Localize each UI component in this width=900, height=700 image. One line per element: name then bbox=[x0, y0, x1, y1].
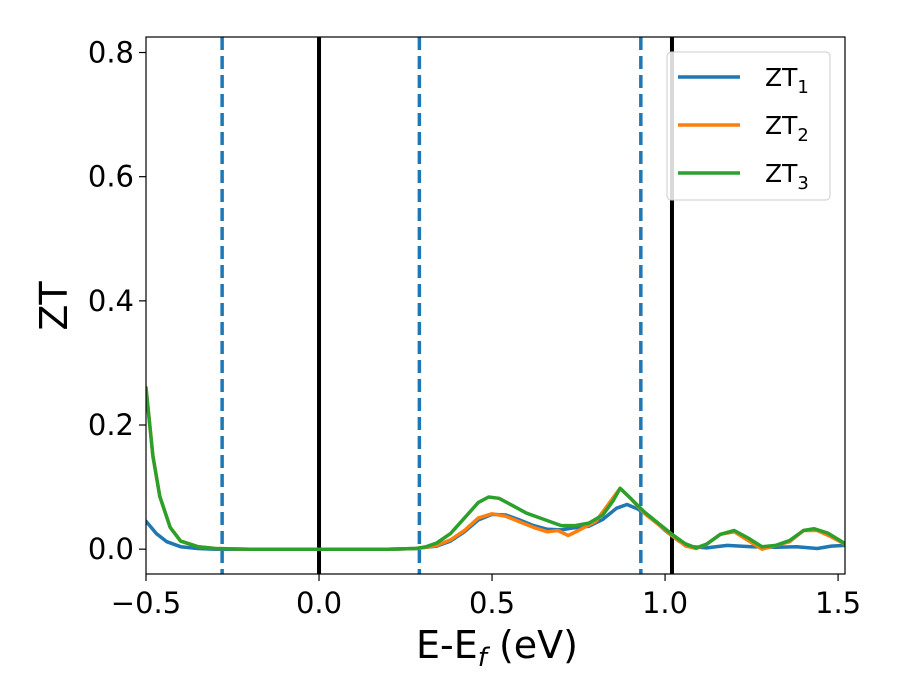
x-tick-label: 0.5 bbox=[469, 586, 515, 620]
legend-label-zt1: ZT1 bbox=[765, 63, 809, 98]
plot-frame bbox=[145, 36, 846, 575]
legend-label-main: ZT bbox=[765, 111, 798, 140]
x-axis-title-suffix: (eV) bbox=[487, 623, 578, 667]
legend-label-zt3: ZT3 bbox=[765, 159, 809, 194]
y-axis-ticks: 0.0 0.2 0.4 0.6 0.8 bbox=[88, 36, 146, 566]
x-axis-title-main: E-E bbox=[416, 623, 478, 667]
legend-label-subscript: 1 bbox=[797, 77, 808, 98]
legend-label-main: ZT bbox=[765, 63, 798, 92]
series-lines bbox=[146, 386, 845, 551]
x-axis-title: E-Ef (eV) bbox=[416, 623, 578, 673]
legend-label-subscript: 2 bbox=[797, 125, 808, 146]
y-tick-label: 0.0 bbox=[88, 532, 134, 566]
legend-label-main: ZT bbox=[765, 159, 798, 188]
y-axis-title: ZT bbox=[32, 281, 76, 331]
series-line-zt3 bbox=[146, 386, 845, 551]
x-tick-label: 0.0 bbox=[296, 586, 342, 620]
y-tick-label: 0.4 bbox=[88, 284, 134, 318]
x-tick-label: 1.0 bbox=[642, 586, 688, 620]
y-tick-label: 0.8 bbox=[88, 36, 134, 70]
legend-box bbox=[666, 51, 831, 201]
legend-label-subscript: 3 bbox=[797, 173, 808, 194]
y-tick-label: 0.2 bbox=[88, 408, 134, 442]
legend-label-zt2: ZT2 bbox=[765, 111, 809, 146]
y-tick-label: 0.6 bbox=[88, 160, 134, 194]
x-axis-ticks: −0.5 0.0 0.5 1.0 1.5 bbox=[111, 574, 861, 620]
x-tick-label: −0.5 bbox=[111, 586, 181, 620]
x-tick-label: 1.5 bbox=[815, 586, 861, 620]
